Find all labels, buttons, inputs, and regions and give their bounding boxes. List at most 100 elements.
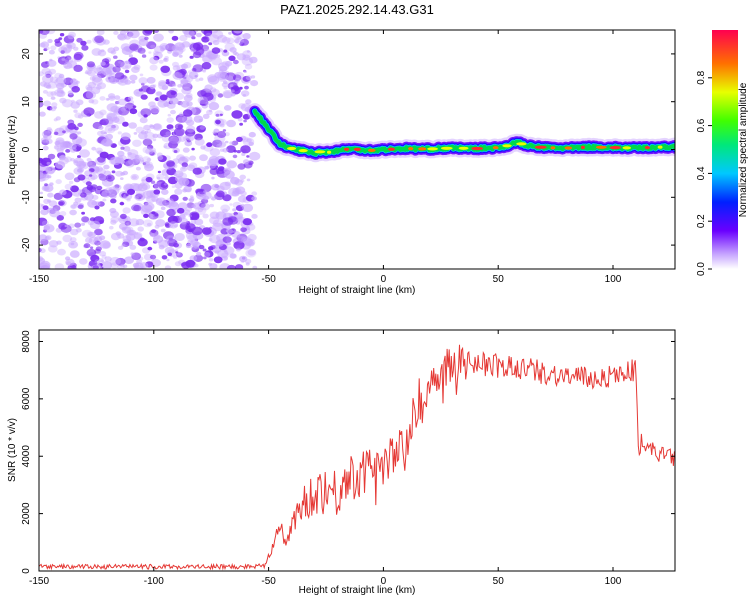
noise-speckle [47,59,57,67]
noise-speckle [94,248,101,254]
noise-speckle [98,125,104,130]
noise-speckle [46,127,52,132]
noise-speckle [182,147,190,153]
noise-speckle [134,156,145,164]
noise-speckle [127,96,134,101]
noise-speckle [237,163,246,170]
noise-speckle [139,117,148,124]
noise-speckle [88,186,97,193]
noise-speckle [127,153,138,161]
noise-speckle [174,92,185,100]
noise-speckle [117,245,124,250]
noise-speckle [158,59,164,64]
noise-speckle [158,244,165,250]
noise-speckle [120,263,125,268]
noise-speckle [149,147,156,153]
noise-speckle [110,124,119,131]
noise-speckle [210,195,217,201]
noise-speckle [117,33,127,41]
noise-speckle [160,65,170,74]
noise-speckle [131,66,140,73]
noise-speckle [79,149,90,158]
trace-hotspot [471,146,484,151]
noise-speckle [98,258,104,263]
noise-speckle [41,264,50,269]
spectrogram-ytick-label: 10 [21,96,32,108]
noise-speckle [106,116,113,121]
noise-speckle [73,64,83,72]
noise-speckle [142,219,153,228]
noise-speckle [146,195,156,203]
noise-speckle [185,133,196,141]
noise-speckle [39,255,44,262]
noise-speckle [173,150,178,153]
noise-speckle [82,91,94,100]
noise-speckle [68,180,74,185]
noise-speckle [59,97,67,104]
noise-speckle [53,131,59,136]
noise-speckle [109,194,117,200]
noise-speckle [191,204,197,209]
trace-hotspot [387,147,395,151]
noise-speckle [172,72,183,80]
noise-speckle [226,242,231,246]
noise-speckle [55,76,67,85]
spectrogram-ytick-label: 0 [21,146,32,152]
noise-speckle [232,208,237,212]
noise-speckle [70,242,75,246]
noise-speckle [124,30,129,33]
noise-speckle [96,185,103,191]
noise-speckle [221,50,230,57]
noise-speckle [178,54,183,58]
noise-speckle [56,214,64,221]
noise-speckle [121,160,126,164]
trace-hotspot [516,142,527,146]
noise-speckle [242,218,252,226]
noise-speckle [90,86,101,95]
noise-speckle [234,179,244,186]
noise-speckle [86,248,97,257]
noise-speckle [100,118,109,126]
noise-speckle [125,60,130,64]
noise-speckle [246,178,251,182]
noise-speckle [182,115,193,124]
noise-speckle [146,144,154,150]
noise-speckle [191,226,203,236]
noise-speckle [240,38,249,46]
noise-speckle [246,223,256,231]
noise-speckle [248,131,256,138]
noise-speckle [233,38,240,44]
noise-speckle [45,166,56,174]
noise-speckle [64,156,72,163]
spectrogram-xtick-label: -50 [261,274,276,285]
noise-speckle [174,188,183,195]
noise-speckle [225,72,237,81]
noise-speckle [89,217,96,222]
noise-speckle [246,155,250,158]
trace-hotspot [580,145,585,149]
figure-title: PAZ1.2025.292.14.43.G31 [280,2,434,17]
noise-speckle [225,60,233,67]
noise-speckle [39,160,48,167]
noise-speckle [48,68,57,75]
noise-speckle [223,249,228,253]
snr-series-line [39,344,675,571]
noise-speckle [205,166,209,170]
noise-speckle [129,244,137,250]
noise-speckle [110,210,119,218]
noise-speckle [188,71,199,80]
noise-speckle [66,42,76,50]
noise-speckle [196,32,202,38]
noise-speckle [226,160,237,169]
noise-speckle [144,36,149,41]
noise-speckle [161,85,169,91]
noise-speckle [196,251,202,256]
noise-speckle [83,107,95,116]
noise-speckle [192,167,202,175]
noise-speckle [85,237,93,244]
noise-speckle [178,112,184,117]
noise-speckle [189,255,198,262]
noise-speckle [59,189,67,196]
noise-speckle [226,228,234,234]
noise-speckle [229,203,233,206]
